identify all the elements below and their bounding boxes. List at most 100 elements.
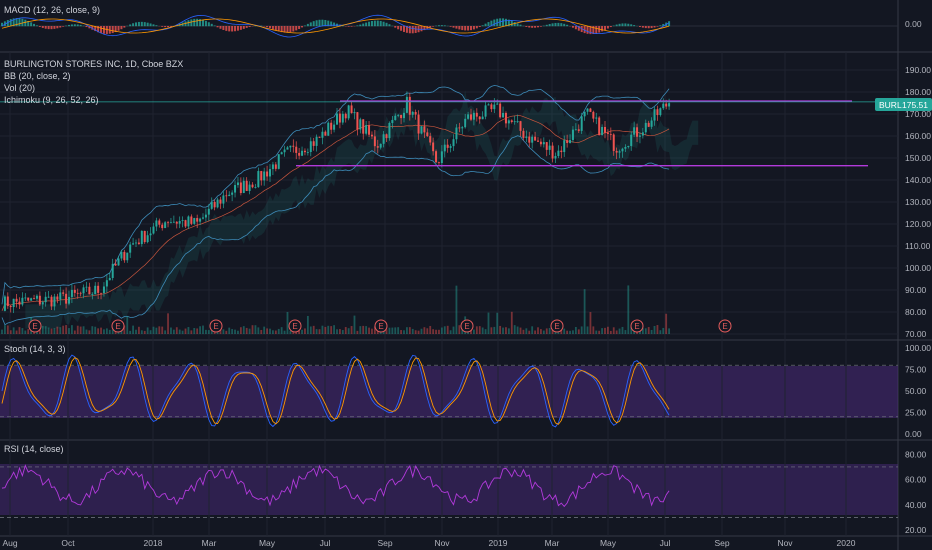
volume-bar [344, 327, 347, 334]
earnings-marker[interactable] [630, 319, 644, 333]
macd-histogram-bar [595, 26, 598, 34]
candle-body [111, 263, 114, 278]
rsi-tick-label: 20.00 [905, 525, 927, 535]
volume-bar [18, 327, 21, 334]
macd-histogram-bar [437, 25, 440, 27]
volume-bar [274, 330, 277, 334]
macd-histogram-bar [292, 26, 295, 32]
earnings-marker[interactable] [209, 319, 223, 333]
volume-bar [251, 325, 254, 334]
volume-bar [152, 326, 155, 334]
volume-bar [563, 328, 566, 334]
candle-body [292, 145, 295, 147]
candle-body [566, 140, 569, 143]
candle-body [405, 96, 408, 113]
volume-bar [266, 328, 268, 334]
ichimoku-title[interactable]: Ichimoku (9, 26, 52, 26) [4, 95, 99, 105]
volume-bar [15, 330, 18, 334]
macd-histogram-bar [388, 24, 391, 27]
volume-bar [239, 327, 242, 334]
volume-bar [138, 326, 140, 334]
earnings-marker[interactable] [460, 319, 474, 333]
price-tick-label: 160.00 [905, 131, 931, 141]
time-tick-label: Mar [202, 538, 217, 548]
macd-histogram-bar [633, 25, 636, 27]
earnings-marker[interactable] [288, 319, 302, 333]
macd-histogram-bar [155, 25, 158, 27]
macd-title[interactable]: MACD (12, 26, close, 9) [4, 5, 101, 15]
bb-basis [1, 115, 670, 312]
volume-bar [289, 330, 292, 334]
earnings-marker[interactable] [374, 319, 388, 333]
candle-body [15, 298, 18, 302]
candle-body [580, 116, 583, 131]
macd-histogram-bar [452, 26, 455, 28]
macd-histogram-bar [373, 20, 376, 27]
earnings-marker[interactable] [28, 319, 42, 333]
volume-bar [586, 326, 589, 334]
macd-histogram-bar [659, 25, 662, 27]
candle-body [184, 220, 187, 227]
volume-bar [534, 330, 536, 334]
macd-histogram-bar [79, 24, 82, 27]
candle-body [659, 108, 662, 116]
volume-bar [196, 328, 199, 334]
horizontal-levels[interactable] [0, 100, 898, 167]
macd-histogram-bar [193, 18, 196, 27]
candle-body [656, 109, 659, 116]
macd-histogram-bar [531, 26, 534, 28]
volume-bar [513, 325, 516, 334]
candle-body [105, 280, 108, 287]
volume-bar [406, 327, 408, 334]
macd-histogram-bar [85, 26, 88, 28]
earnings-marker[interactable] [111, 319, 125, 333]
candle-body [236, 182, 239, 186]
macd-histogram-bar [210, 23, 213, 27]
candle-body [158, 220, 161, 225]
candle-body [35, 295, 38, 299]
volume-bar [68, 328, 70, 334]
volume-bar [540, 329, 542, 334]
candle-body [24, 297, 27, 299]
candle-body [333, 124, 336, 130]
volume-bar [609, 330, 612, 334]
candle-body [385, 134, 388, 139]
volume-bar [510, 311, 513, 334]
macd-histogram-bar [62, 26, 65, 27]
macd-histogram-bar [65, 25, 68, 27]
candle-body [210, 201, 213, 209]
candle-body [277, 154, 280, 169]
candle-body [88, 286, 91, 295]
volume-bar [190, 330, 193, 334]
vol-title[interactable]: Vol (20) [4, 83, 36, 93]
macd-histogram-bar [9, 19, 12, 27]
candle-body [528, 136, 531, 143]
volume-bar [62, 325, 65, 334]
candle-body [368, 125, 371, 135]
macd-histogram-bar [35, 25, 38, 27]
bb-title[interactable]: BB (20, close, 2) [4, 71, 71, 81]
time-tick-label: Jul [660, 538, 671, 548]
volume-bar [624, 330, 627, 334]
stoch-title[interactable]: Stoch (14, 3, 3) [4, 344, 66, 354]
candle-body [30, 298, 33, 301]
earnings-marker[interactable] [550, 319, 564, 333]
signal-line [1, 18, 670, 34]
symbol-title[interactable]: BURLINGTON STORES INC, 1D, Cboe BZX [4, 59, 184, 69]
candle-body [379, 143, 382, 148]
candle-body [3, 296, 6, 311]
candle-body [633, 127, 636, 135]
candle-body [653, 109, 656, 121]
stoch-tick-label: 75.00 [905, 365, 927, 375]
rsi-line [0, 464, 898, 518]
earnings-marker[interactable] [718, 319, 732, 333]
candle-body [604, 126, 606, 133]
rsi-title[interactable]: RSI (14, close) [4, 444, 64, 454]
macd-histogram-bar [236, 26, 239, 31]
candlesticks [3, 91, 671, 314]
volume-bar [601, 328, 603, 334]
candle-body [199, 218, 202, 222]
macd-histogram-bar [557, 22, 560, 27]
